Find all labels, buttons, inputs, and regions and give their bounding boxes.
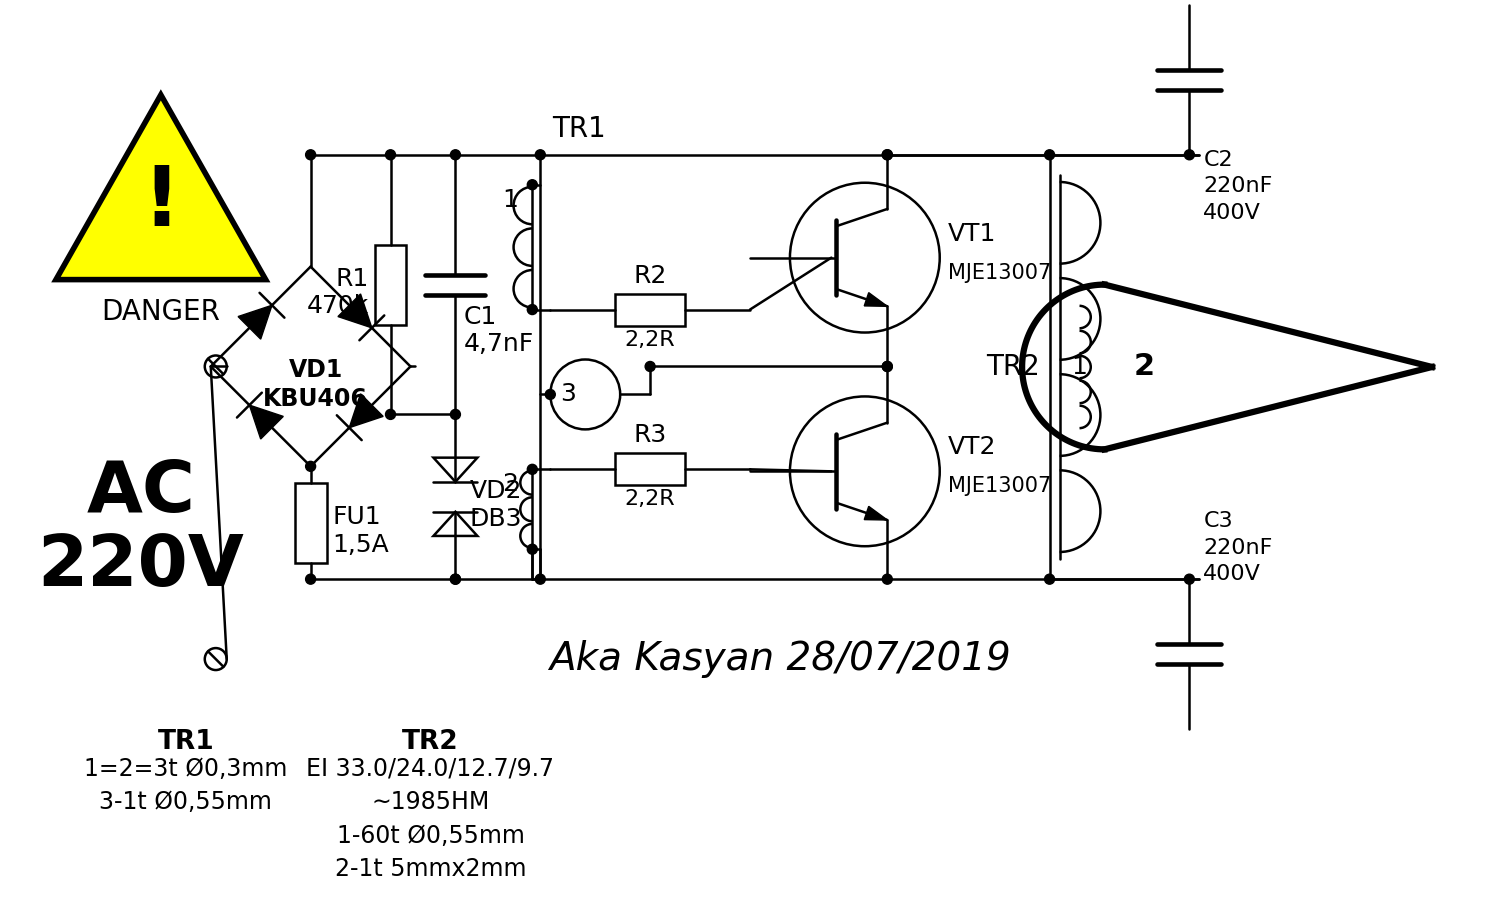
Circle shape (1184, 150, 1194, 160)
Circle shape (451, 574, 460, 584)
Text: VD1
KBU406: VD1 KBU406 (263, 358, 369, 411)
Text: R3: R3 (633, 423, 667, 447)
Circle shape (1045, 574, 1054, 584)
Circle shape (536, 150, 545, 160)
Bar (615, 453, 685, 486)
Circle shape (527, 180, 537, 190)
Text: 2,2R: 2,2R (626, 489, 675, 509)
Circle shape (385, 150, 396, 160)
Circle shape (882, 150, 893, 160)
Text: TR1: TR1 (552, 115, 606, 143)
Text: R1
470k: R1 470k (306, 267, 369, 319)
Polygon shape (237, 306, 272, 339)
Text: TR2: TR2 (985, 353, 1039, 381)
Text: R2: R2 (633, 263, 667, 287)
Text: C2
220nF
400V: C2 220nF 400V (1203, 150, 1272, 222)
Text: MJE13007: MJE13007 (948, 263, 1051, 283)
Text: VD2
DB3: VD2 DB3 (469, 479, 523, 531)
Text: TR1: TR1 (157, 729, 213, 755)
Bar (615, 294, 685, 326)
Circle shape (1045, 150, 1054, 160)
Text: !: ! (142, 162, 179, 242)
Circle shape (451, 574, 460, 584)
Text: Aka Kasyan 28/07/2019: Aka Kasyan 28/07/2019 (549, 640, 1011, 678)
Circle shape (306, 150, 315, 160)
Text: 2: 2 (502, 473, 518, 497)
Text: AC
220V: AC 220V (37, 457, 245, 601)
Circle shape (536, 574, 545, 584)
Circle shape (882, 150, 893, 160)
Circle shape (306, 462, 315, 471)
Circle shape (527, 544, 537, 554)
Circle shape (385, 409, 396, 420)
Polygon shape (249, 405, 284, 439)
Circle shape (527, 305, 537, 315)
Text: FU1
1,5A: FU1 1,5A (333, 505, 390, 556)
Text: VT2: VT2 (948, 435, 996, 459)
Circle shape (306, 574, 315, 584)
Text: 2: 2 (1133, 353, 1156, 382)
Text: C1
4,7nF: C1 4,7nF (463, 305, 533, 356)
Text: MJE13007: MJE13007 (948, 476, 1051, 497)
Text: 1: 1 (503, 187, 518, 212)
Circle shape (451, 409, 460, 420)
Circle shape (882, 362, 893, 372)
Text: VT1: VT1 (948, 221, 996, 246)
Text: 3: 3 (560, 383, 576, 407)
Polygon shape (864, 293, 887, 307)
Text: DANGER: DANGER (102, 297, 221, 326)
Polygon shape (864, 507, 887, 520)
Circle shape (1184, 574, 1194, 584)
Polygon shape (337, 294, 372, 328)
Bar (294, 483, 327, 563)
Circle shape (882, 362, 893, 372)
Bar (375, 245, 406, 325)
Text: TR2: TR2 (402, 729, 458, 755)
Text: C3
220nF
400V: C3 220nF 400V (1203, 511, 1272, 584)
Circle shape (527, 465, 537, 475)
Circle shape (882, 574, 893, 584)
Circle shape (545, 389, 555, 399)
Polygon shape (55, 95, 266, 280)
Text: 2,2R: 2,2R (626, 330, 675, 350)
Polygon shape (349, 394, 384, 428)
Circle shape (645, 362, 655, 372)
Circle shape (451, 150, 460, 160)
Text: 1: 1 (1072, 355, 1087, 379)
Text: 1=2=3t Ø0,3mm
3-1t Ø0,55mm: 1=2=3t Ø0,3mm 3-1t Ø0,55mm (84, 757, 288, 814)
Text: EI 33.0/24.0/12.7/9.7
∼1985НМ
1-60t Ø0,55mm
2-1t 5mmx2mm: EI 33.0/24.0/12.7/9.7 ∼1985НМ 1-60t Ø0,5… (306, 757, 554, 881)
